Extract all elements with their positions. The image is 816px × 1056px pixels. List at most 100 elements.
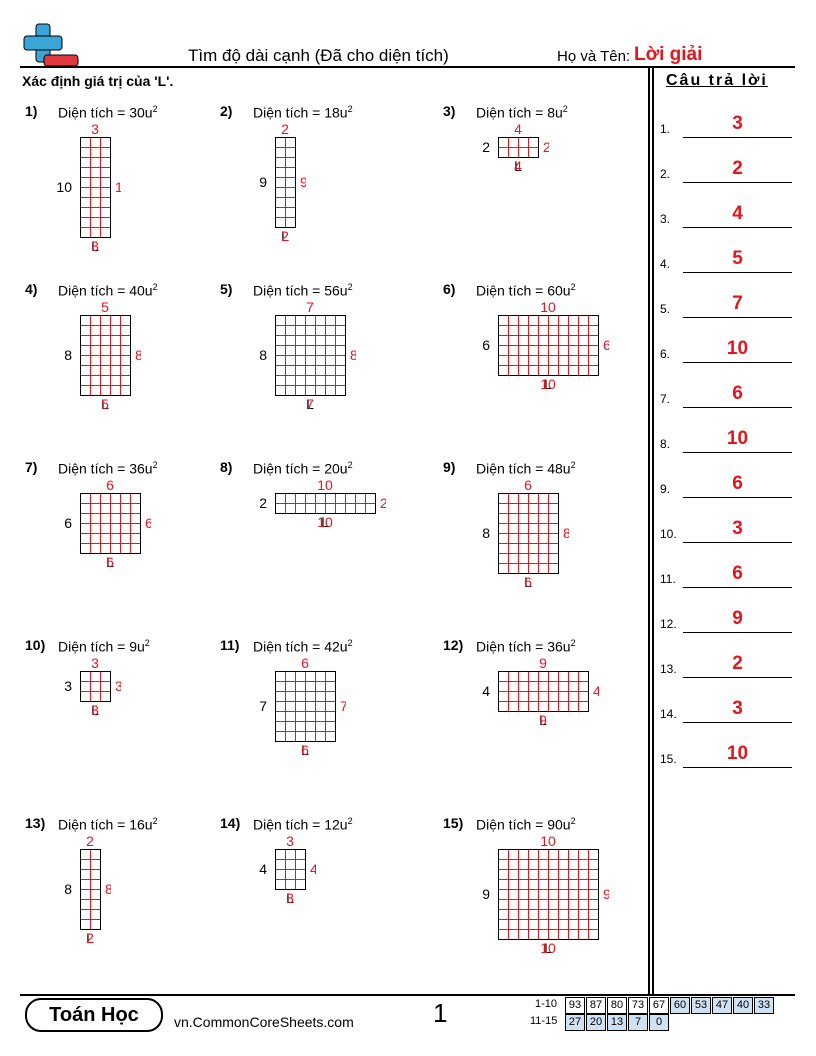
- instructions: Xác định giá trị của 'L'.: [22, 73, 174, 89]
- bottom-label: 4: [514, 158, 522, 174]
- exponent: 2: [570, 816, 576, 826]
- column-divider: [648, 67, 654, 995]
- exponent: 2: [347, 282, 353, 292]
- logo: [23, 23, 79, 67]
- bottom-label: 6: [524, 574, 532, 590]
- bottom-label: 5: [101, 396, 109, 412]
- answer-value: 2: [732, 158, 743, 179]
- top-label: 10: [540, 299, 556, 315]
- problem-number: 9): [443, 459, 456, 475]
- score-range: 1-10: [535, 998, 558, 1010]
- url: vn.CommonCoreSheets.com: [174, 1014, 354, 1030]
- bottom-label: 10: [540, 376, 556, 392]
- bottom-label: 9: [539, 712, 547, 728]
- answer-line: [683, 497, 792, 498]
- problem-number: 15): [443, 815, 464, 831]
- bottom-label: 3: [91, 702, 99, 718]
- grid: [275, 671, 336, 742]
- left-label: 6: [64, 515, 72, 531]
- top-label: 10: [317, 477, 333, 493]
- right-label: 9: [300, 174, 306, 190]
- left-label: 8: [64, 347, 72, 363]
- exponent: 2: [570, 638, 576, 648]
- left-label: 4: [482, 683, 490, 699]
- score-cell: 40: [733, 997, 753, 1014]
- grid: [275, 315, 346, 396]
- problem-number: 7): [25, 459, 38, 475]
- exponent: 2: [152, 282, 158, 292]
- answer-number: 5.: [660, 302, 671, 316]
- answer-value: 2: [732, 653, 743, 674]
- unknown-label: L: [106, 554, 114, 570]
- area: Diện tích = 18u2: [253, 104, 353, 121]
- right-label: 8: [350, 347, 356, 363]
- answer-number: 4.: [660, 257, 671, 271]
- answer-number: 12.: [660, 617, 677, 631]
- area: Diện tích = 12u2: [253, 816, 353, 833]
- left-label: 2: [259, 495, 267, 511]
- answer-number: 14.: [660, 707, 677, 721]
- answer-value: 6: [732, 473, 743, 494]
- left-label: 4: [259, 861, 267, 877]
- area: Diện tích = 30u2: [58, 104, 158, 121]
- exponent: 2: [152, 104, 158, 114]
- area: Diện tích = 42u2: [253, 638, 353, 655]
- answer-value: 6: [732, 383, 743, 404]
- grid: [498, 849, 599, 940]
- answer-line: [683, 182, 792, 183]
- answer-number: 9.: [660, 482, 671, 496]
- area: Diện tích = 16u2: [58, 816, 158, 833]
- grid: [498, 493, 559, 574]
- footer-rule: [20, 994, 795, 996]
- unknown-label: L: [101, 396, 109, 412]
- bottom-label: 2: [86, 930, 94, 946]
- header-rule: [20, 66, 795, 68]
- right-label: 10: [115, 179, 121, 195]
- score-cell: 47: [712, 997, 732, 1014]
- score-cell: 60: [670, 997, 690, 1014]
- problem-number: 8): [220, 459, 233, 475]
- problem-number: 4): [25, 281, 38, 297]
- top-label: 3: [91, 121, 99, 137]
- bottom-label: 7: [306, 396, 314, 412]
- area: Diện tích = 9u2: [58, 638, 150, 655]
- area: Diện tích = 8u2: [476, 104, 568, 121]
- exponent: 2: [347, 460, 353, 470]
- unknown-label: L: [301, 742, 309, 758]
- right-label: 2: [380, 495, 386, 511]
- bottom-label: 3: [286, 890, 294, 906]
- answer-number: 7.: [660, 392, 671, 406]
- answer-line: [683, 587, 792, 588]
- score-cell: 80: [607, 997, 627, 1014]
- unknown-label: L: [281, 228, 289, 244]
- bottom-label: 3: [91, 238, 99, 254]
- top-label: 10: [540, 833, 556, 849]
- top-label: 6: [524, 477, 532, 493]
- answer-number: 3.: [660, 212, 671, 226]
- area: Diện tích = 60u2: [476, 282, 576, 299]
- name-value: Lời giải: [634, 44, 703, 65]
- exponent: 2: [347, 104, 353, 114]
- right-label: 8: [105, 881, 111, 897]
- right-label: 6: [145, 515, 151, 531]
- answer-value: 3: [732, 698, 743, 719]
- answer-number: 15.: [660, 752, 677, 766]
- top-label: 5: [101, 299, 109, 315]
- answer-value: 3: [732, 518, 743, 539]
- answer-line: [683, 677, 792, 678]
- unknown-label: L: [544, 940, 552, 956]
- answer-number: 8.: [660, 437, 671, 451]
- unknown-label: L: [524, 574, 532, 590]
- score-cell: 27: [565, 1014, 585, 1031]
- area: Diện tích = 20u2: [253, 460, 353, 477]
- left-label: 8: [64, 881, 72, 897]
- top-label: 9: [539, 655, 547, 671]
- problem-number: 2): [220, 103, 233, 119]
- exponent: 2: [570, 282, 576, 292]
- exponent: 2: [152, 460, 158, 470]
- problem-number: 14): [220, 815, 241, 831]
- problem-number: 3): [443, 103, 456, 119]
- answers-title: Câu trả lời: [666, 72, 768, 89]
- score-cell: 0: [649, 1014, 669, 1031]
- right-label: 8: [563, 525, 569, 541]
